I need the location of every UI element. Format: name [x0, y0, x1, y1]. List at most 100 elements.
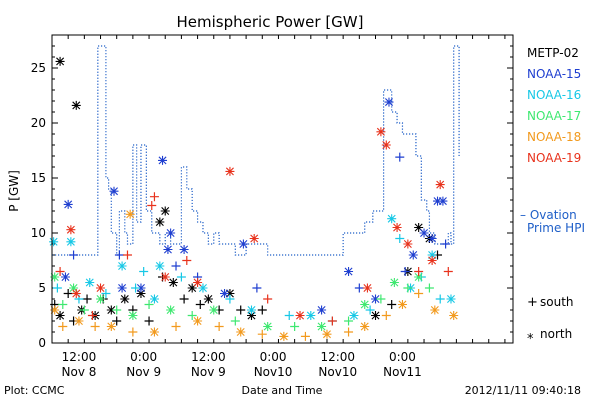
data-point-north: [193, 278, 203, 287]
y-axis-label: P [GW]: [7, 170, 21, 212]
data-point-north: [166, 305, 176, 315]
data-point-south: [58, 322, 68, 331]
x-tick-label-time: 0:00: [389, 350, 416, 364]
data-point-north: [427, 250, 437, 260]
legend-entry: NOAA-16: [527, 88, 581, 102]
data-point-south: [344, 327, 354, 337]
data-point-north: [71, 289, 81, 298]
data-point-south: [441, 239, 451, 249]
data-point-south: [122, 250, 132, 260]
data-point-south: [284, 311, 294, 320]
series-noaa-19: [55, 127, 453, 326]
data-point-south: [149, 192, 159, 202]
data-point-north: [71, 100, 81, 110]
data-point-south: [144, 316, 154, 326]
data-point-north: [60, 272, 70, 282]
data-point-north: [203, 294, 213, 304]
legend-entry: NOAA-19: [527, 151, 581, 165]
data-point-north: [246, 305, 256, 315]
data-point-south: [82, 294, 92, 304]
data-point-north: [117, 261, 127, 271]
data-point-south: [87, 311, 97, 320]
data-point-north: [158, 155, 168, 165]
data-point-north: [403, 239, 413, 249]
data-point-south: [114, 250, 124, 260]
data-point-south: [424, 283, 434, 293]
legend-entry: NOAA-17: [527, 109, 581, 123]
data-point-north: [295, 311, 305, 320]
data-point-north: [427, 234, 437, 243]
data-point-north: [106, 322, 116, 331]
data-point-north: [120, 294, 130, 304]
data-point-south: [443, 267, 453, 276]
data-point-north: [435, 180, 445, 190]
legend-model-line2: Prime HPI: [527, 221, 585, 235]
series-noaa-18: [50, 209, 459, 341]
data-point-south: [112, 316, 122, 326]
x-tick-label-date: Nov 9: [191, 365, 226, 379]
data-point-north: [397, 300, 407, 309]
data-point-south: [230, 316, 240, 326]
data-point-north: [136, 283, 146, 293]
footer-center: Date and Time: [242, 384, 323, 397]
data-point-south: [55, 267, 65, 276]
x-tick-label-date: Nov 9: [126, 365, 161, 379]
ovation-hpi-path: [52, 45, 460, 256]
data-point-north: [106, 305, 116, 315]
legend-marker-symbol: +: [527, 295, 538, 310]
data-point-south: [182, 256, 192, 265]
data-point-south: [52, 283, 62, 293]
data-point-north: [408, 250, 418, 260]
x-tick-label-date: Nov11: [383, 365, 422, 379]
data-point-north: [371, 294, 381, 304]
data-point-north: [136, 289, 146, 298]
data-point-south: [395, 152, 405, 162]
data-point-south: [195, 300, 205, 309]
data-point-south: [179, 294, 189, 304]
x-tick-label-date: Nov10: [254, 365, 293, 379]
y-tick-label: 10: [31, 226, 46, 240]
data-point-north: [149, 294, 159, 304]
y-tick-label: 25: [31, 61, 46, 75]
data-point-north: [384, 97, 394, 107]
data-point-south: [90, 322, 100, 331]
data-point-south: [69, 250, 79, 260]
data-point-north: [166, 228, 176, 238]
data-point-north: [306, 311, 316, 320]
data-point-north: [414, 223, 424, 232]
data-point-north: [155, 217, 165, 227]
y-tick-label: 20: [31, 116, 46, 130]
data-point-north: [168, 278, 178, 287]
data-point-south: [225, 294, 235, 304]
x-tick-label-time: 12:00: [320, 350, 355, 364]
legend-model-line1: – Ovation: [520, 208, 577, 222]
data-point-north: [63, 199, 73, 209]
data-point-north: [246, 311, 256, 320]
x-tick-label-time: 12:00: [62, 350, 97, 364]
data-point-south: [112, 305, 122, 315]
data-point-north: [69, 283, 79, 293]
data-point-south: [252, 283, 262, 293]
data-point-north: [96, 283, 106, 293]
data-point-north: [279, 331, 289, 341]
data-point-north: [66, 225, 76, 235]
data-point-south: [171, 322, 181, 331]
data-point-north: [389, 278, 399, 287]
data-point-north: [96, 294, 106, 304]
data-point-south: [144, 300, 154, 309]
data-point-north: [433, 196, 443, 206]
data-point-south: [263, 294, 273, 304]
data-point-south: [354, 283, 364, 293]
data-point-north: [427, 256, 437, 265]
data-point-north: [55, 311, 65, 320]
data-point-south: [435, 294, 445, 304]
y-axis-ticks: 0 5 10 15 20 25: [31, 34, 513, 350]
data-point-north: [419, 228, 429, 238]
plot-frame: [51, 34, 514, 344]
data-point-south: [147, 201, 157, 210]
data-point-north: [360, 300, 370, 309]
data-point-north: [193, 316, 203, 326]
data-point-north: [360, 322, 370, 331]
data-point-north: [74, 316, 84, 326]
data-point-north: [349, 311, 359, 320]
